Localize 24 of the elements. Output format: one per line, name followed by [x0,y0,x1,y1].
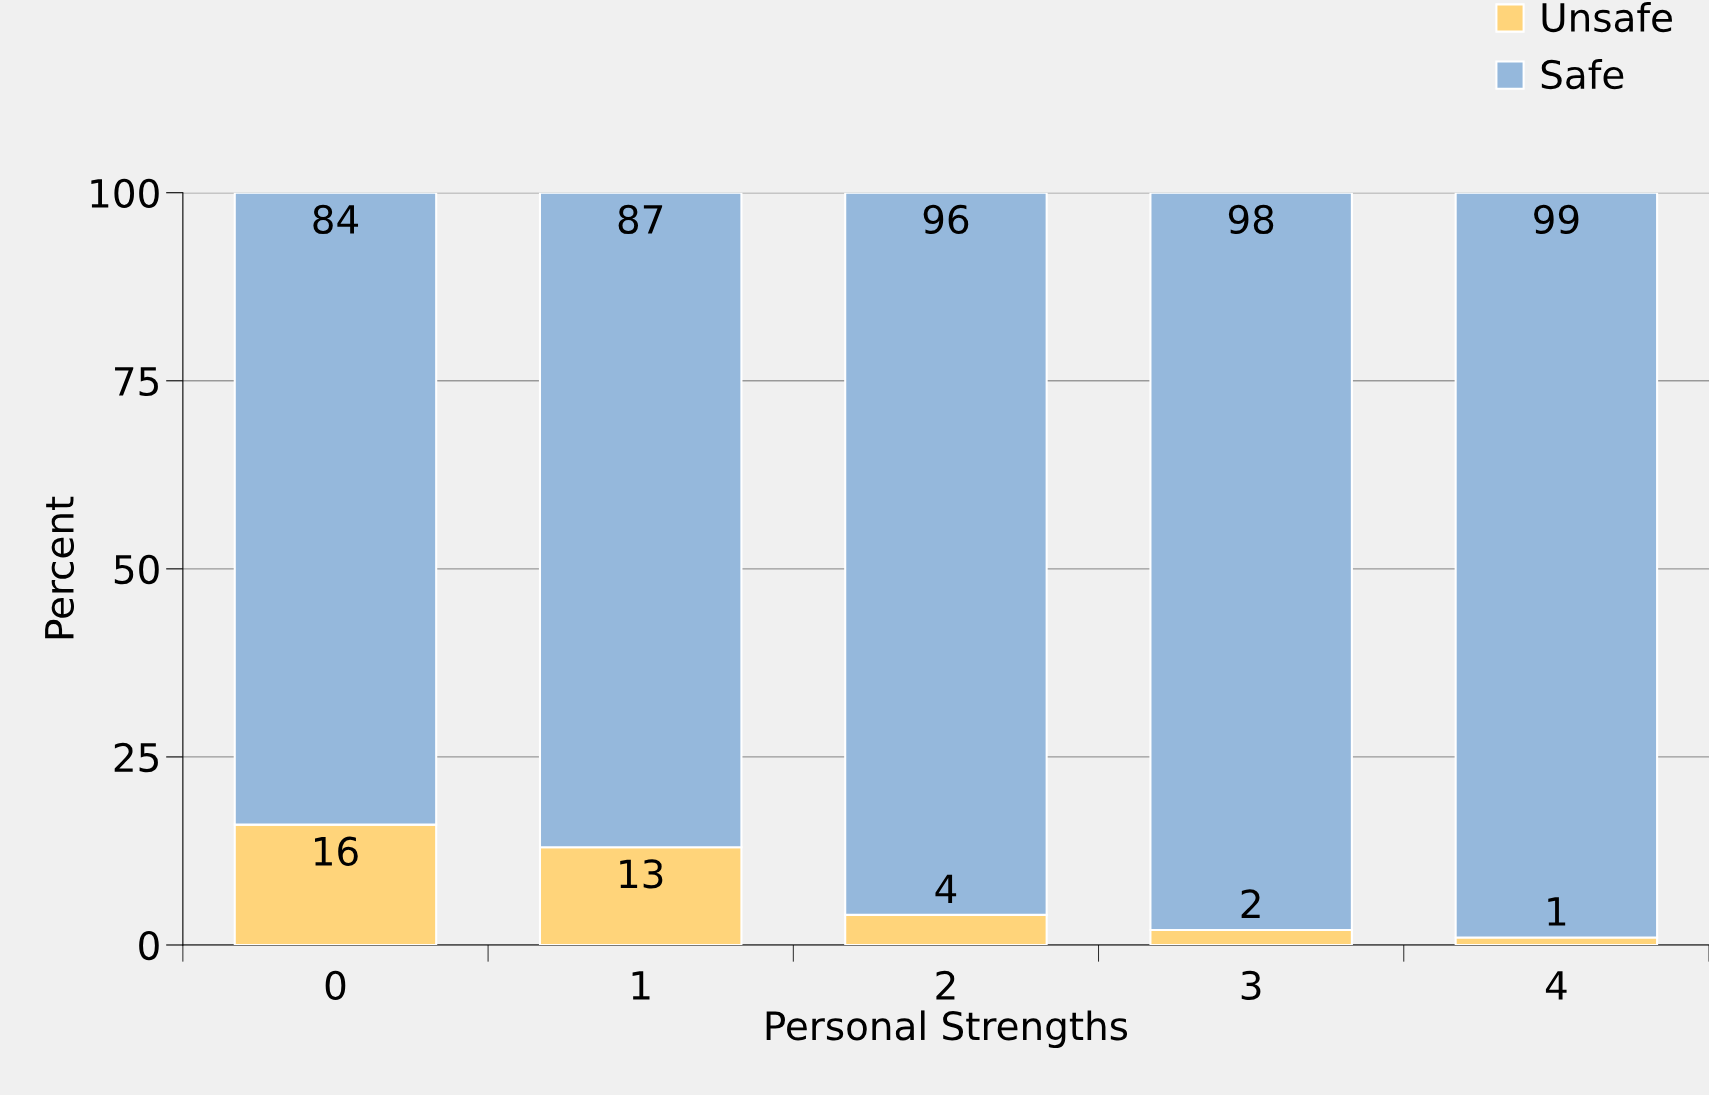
x-tick-label: 0 [325,970,346,1001]
x-tick-label: 4 [1545,971,1567,1000]
y-tick-label: 0 [139,930,159,961]
data-label: 1 [1548,897,1566,926]
data-label: 99 [1534,204,1579,235]
data-label: 87 [618,204,663,235]
data-label: 84 [313,204,359,235]
y-tick-label: 75 [115,367,158,397]
y-tick-label: 100 [91,178,159,209]
x-axis-title: Personal Strengths [766,1010,1128,1049]
y-tick-label: 50 [114,554,159,585]
y-axis-title: Percent [45,496,75,639]
data-label: 96 [923,204,969,235]
data-label: 13 [620,859,663,889]
data-label: 98 [1228,204,1274,235]
x-tick-label: 1 [632,971,650,1000]
y-tick-label: 25 [114,742,158,773]
data-label: 2 [1241,889,1260,919]
legend-label: Unsafe [1542,2,1672,33]
x-tick-label: 2 [936,970,955,1000]
data-label: 4 [935,874,957,904]
data-label: 16 [315,836,358,867]
legend-label: Safe [1541,59,1624,90]
x-tick-label: 3 [1241,970,1261,1001]
